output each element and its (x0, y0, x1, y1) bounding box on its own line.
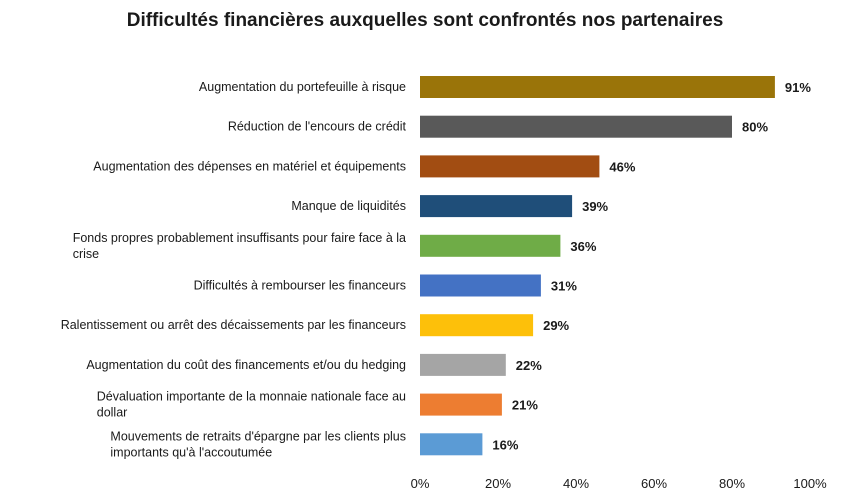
category-label: Manque de liquidités (291, 199, 406, 213)
bar (420, 353, 506, 376)
category-label: Fonds propres probablement insuffisants … (73, 231, 406, 245)
bar (420, 195, 573, 218)
category-label: dollar (97, 406, 128, 420)
bar (420, 314, 534, 337)
category-label: Difficultés à rembourser les financeurs (194, 279, 406, 293)
bar (420, 76, 775, 98)
category-label: importants qu'à l'accoutumée (110, 445, 272, 459)
category-label: crise (73, 247, 99, 261)
data-label: 29% (543, 318, 569, 333)
data-label: 46% (609, 159, 635, 174)
category-label: Ralentissement ou arrêt des décaissement… (61, 318, 406, 332)
data-label: 21% (512, 398, 538, 413)
x-tick-label: 100% (793, 476, 827, 491)
chart-title: Difficultés financières auxquelles sont … (126, 10, 724, 31)
category-label: Dévaluation importante de la monnaie nat… (97, 390, 406, 404)
x-tick-label: 80% (719, 476, 745, 491)
data-label: 16% (492, 437, 518, 452)
x-tick-label: 40% (563, 476, 589, 491)
bar (420, 155, 600, 178)
x-tick-label: 0% (411, 476, 430, 491)
bar (420, 115, 732, 138)
data-label: 39% (582, 199, 608, 214)
category-label: Augmentation du coût des financements et… (86, 358, 406, 372)
category-label: Augmentation des dépenses en matériel et… (93, 159, 406, 173)
data-label: 36% (570, 239, 596, 254)
data-label: 91% (785, 80, 811, 95)
data-label: 22% (516, 358, 542, 373)
data-label: 80% (742, 120, 768, 135)
bar (420, 433, 483, 456)
bar (420, 234, 561, 257)
x-tick-label: 20% (485, 476, 511, 491)
x-tick-label: 60% (641, 476, 667, 491)
bar (420, 274, 541, 297)
data-label: 31% (551, 279, 577, 294)
category-label: Réduction de l'encours de crédit (228, 120, 407, 134)
category-label: Mouvements de retraits d'épargne par les… (110, 429, 406, 443)
bar (420, 393, 502, 416)
category-label: Augmentation du portefeuille à risque (199, 80, 406, 94)
